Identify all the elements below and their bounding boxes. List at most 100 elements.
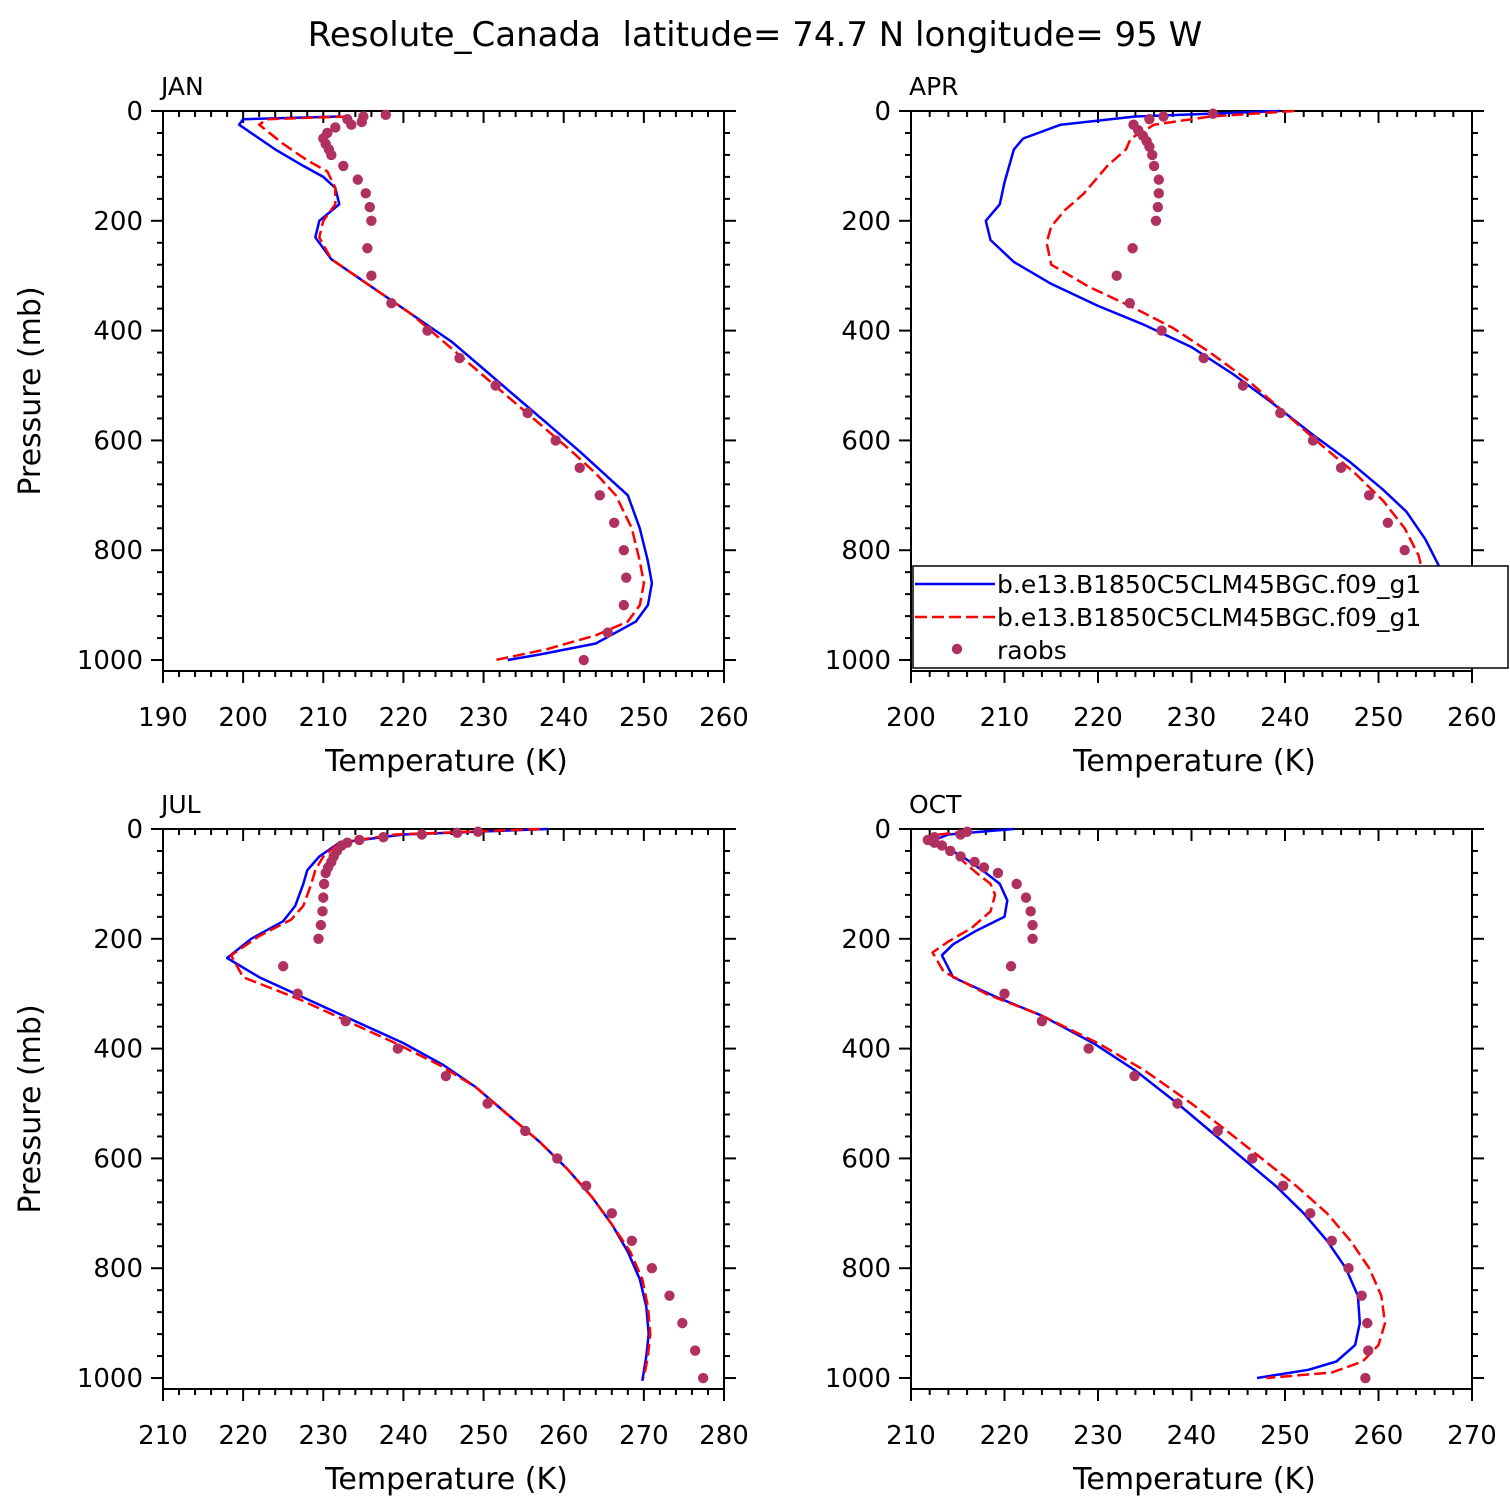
raobs-point — [313, 933, 324, 945]
x-tick-label: 210 — [980, 703, 1030, 733]
raobs-point — [689, 1345, 701, 1356]
raobs-point — [621, 572, 632, 583]
y-tick-label: 400 — [93, 317, 143, 347]
raobs-point — [1025, 906, 1036, 917]
raobs-point — [1360, 1372, 1371, 1384]
raobs-point — [618, 599, 630, 611]
y-axis-label: Pressure (mb) — [13, 1004, 48, 1213]
raobs-point — [1153, 174, 1164, 185]
raobs-point — [440, 1070, 452, 1082]
raobs-point — [574, 462, 585, 474]
model2-line — [257, 115, 646, 662]
x-tick-label: 250 — [459, 1421, 509, 1451]
x-tick-label: 190 — [138, 703, 188, 733]
raobs-point — [1083, 1043, 1094, 1054]
y-tick-label: 600 — [841, 1144, 891, 1174]
raobs-point — [1147, 149, 1158, 161]
panel-oct: OCT 210 220 230 240 250 260 270 0 200 400 600 800 100… — [825, 790, 1497, 1497]
plot-frame — [910, 828, 1473, 1390]
x-tick-label: 230 — [459, 703, 509, 733]
y-tick-label: 1000 — [825, 1364, 891, 1394]
model2-line — [930, 830, 1387, 1380]
raobs-point — [1150, 215, 1162, 227]
raobs-point — [969, 856, 980, 868]
raobs-point — [978, 862, 990, 873]
x-tick-label: 240 — [539, 703, 589, 733]
raobs-point — [482, 1098, 493, 1109]
x-tick-label: 210 — [886, 1421, 936, 1451]
raobs-point — [392, 1043, 404, 1054]
y-tick-label: 0 — [874, 815, 891, 845]
raobs-point — [1275, 407, 1286, 419]
raobs-point — [664, 1290, 675, 1301]
raobs-point — [1027, 919, 1038, 931]
legend-marker — [951, 643, 963, 655]
raobs-point — [1363, 1345, 1374, 1356]
x-tick-label: 280 — [699, 1421, 749, 1451]
x-axis-label: Temperature (K) — [1072, 1462, 1316, 1497]
raobs-point — [955, 829, 966, 840]
raobs-point — [992, 867, 1004, 879]
model1-line — [225, 827, 650, 1381]
panel-jan: JAN 190 200 210 220 230 240 250 260 0 200 400 600 800… — [13, 72, 749, 779]
x-axis-label: Temperature (K) — [324, 744, 568, 779]
x-tick-label: 230 — [298, 1421, 348, 1451]
raobs-point — [1124, 297, 1135, 309]
raobs-point — [1027, 933, 1038, 945]
raobs-point — [550, 435, 561, 446]
raobs-point — [315, 919, 327, 931]
y-tick-label: 800 — [93, 536, 143, 566]
x-tick-label: 210 — [298, 703, 348, 733]
raobs-point — [522, 407, 533, 419]
model1-line — [237, 115, 654, 662]
raobs-point — [278, 961, 289, 972]
panel-title: OCT — [909, 790, 962, 819]
figure-title: Resolute_Canada latitude= 74.7 N longitu… — [308, 15, 1202, 55]
raobs-point — [1036, 1015, 1048, 1027]
raobs-point — [1129, 1070, 1140, 1082]
x-tick-label: 200 — [218, 703, 268, 733]
x-tick-label: 260 — [1354, 1421, 1404, 1451]
y-tick-label: 0 — [874, 97, 891, 127]
x-tick-label: 220 — [218, 1421, 268, 1451]
y-tick-label: 200 — [841, 925, 891, 955]
x-tick-label: 230 — [1073, 1421, 1123, 1451]
raobs-point — [338, 160, 349, 172]
x-tick-label: 260 — [539, 1421, 589, 1451]
raobs-point — [360, 188, 371, 199]
raobs-point — [386, 297, 397, 309]
raobs-point — [1156, 325, 1167, 336]
raobs-point — [945, 845, 956, 857]
raobs-markers — [318, 109, 632, 666]
raobs-point — [416, 829, 428, 840]
raobs-point — [378, 832, 389, 843]
y-tick-label: 200 — [841, 207, 891, 237]
plot-frame — [162, 828, 725, 1390]
plot-frame — [162, 110, 725, 672]
raobs-point — [1207, 108, 1219, 119]
x-tick-label: 240 — [1167, 1421, 1217, 1451]
raobs-point — [1011, 878, 1022, 890]
raobs-point — [454, 352, 465, 364]
raobs-point — [618, 545, 630, 556]
y-tick-label: 1000 — [77, 646, 143, 676]
x-tick-label: 250 — [619, 703, 669, 733]
raobs-point — [490, 380, 501, 391]
panel-apr: APR 200 210 220 230 240 250 260 0 200 400 600 800 100… — [825, 72, 1497, 779]
legend-label: raobs — [997, 636, 1067, 665]
raobs-point — [1356, 1290, 1367, 1301]
model1-line — [933, 827, 1362, 1380]
x-tick-label: 250 — [1260, 1421, 1310, 1451]
raobs-point — [1111, 270, 1122, 281]
y-tick-label: 800 — [93, 1254, 143, 1284]
raobs-point — [1172, 1098, 1183, 1109]
raobs-point — [1212, 1125, 1223, 1137]
raobs-point — [364, 201, 375, 213]
legend-label: b.e13.B1850C5CLM45BGC.f09_g1 — [997, 603, 1421, 632]
x-tick-label: 260 — [699, 703, 749, 733]
raobs-point — [594, 490, 605, 501]
x-tick-label: 260 — [1447, 703, 1497, 733]
raobs-point — [352, 174, 363, 185]
x-tick-label: 220 — [379, 703, 429, 733]
raobs-point — [472, 826, 484, 837]
